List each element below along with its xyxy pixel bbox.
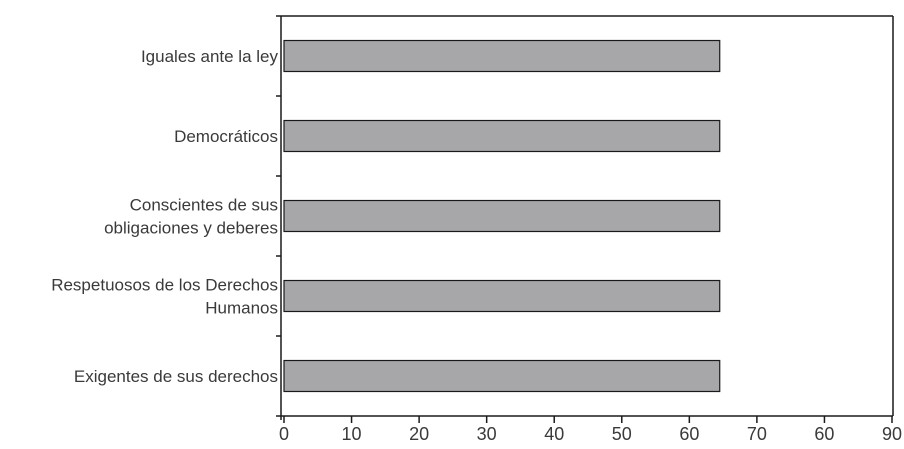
x-tick-label: 20 xyxy=(409,424,429,444)
bars-group xyxy=(283,39,721,393)
plot-frame xyxy=(280,15,894,420)
y-category-label-line: Iguales ante la ley xyxy=(141,47,279,66)
y-category-label: Iguales ante la ley xyxy=(141,47,279,66)
bar xyxy=(283,359,721,393)
bar xyxy=(283,199,721,233)
x-tick-label: 90 xyxy=(882,424,902,444)
y-category-label: Exigentes de sus derechos xyxy=(74,367,278,386)
x-tick-label: 60 xyxy=(679,424,699,444)
y-category-label-line: Democráticos xyxy=(174,127,278,146)
y-category-label-line: Humanos xyxy=(205,299,278,318)
y-category-label-line: obligaciones y deberes xyxy=(104,219,278,238)
x-tick-label: 70 xyxy=(747,424,767,444)
bar xyxy=(283,279,721,313)
y-category-label: Conscientes de sus obligaciones y deberes xyxy=(104,196,278,238)
bar xyxy=(283,119,721,153)
y-category-label: Democráticos xyxy=(174,127,278,146)
y-category-label-line: Conscientes de sus xyxy=(130,196,278,215)
y-axis: Iguales ante la ley Democráticos Conscient… xyxy=(51,15,281,417)
y-category-label-line: Exigentes de sus derechos xyxy=(74,367,278,386)
x-tick-label: 30 xyxy=(477,424,497,444)
x-tick-label: 10 xyxy=(342,424,362,444)
x-tick-label: 60 xyxy=(814,424,834,444)
y-category-label: Respetuosos de los Derechos Humanos xyxy=(51,276,278,318)
x-tick-label: 40 xyxy=(544,424,564,444)
bar xyxy=(283,39,721,73)
x-axis: 0 10 20 30 40 50 60 70 60 90 xyxy=(279,416,902,444)
x-tick-label: 0 xyxy=(279,424,289,444)
y-category-label-line: Respetuosos de los Derechos xyxy=(51,276,278,295)
x-tick-label: 50 xyxy=(612,424,632,444)
